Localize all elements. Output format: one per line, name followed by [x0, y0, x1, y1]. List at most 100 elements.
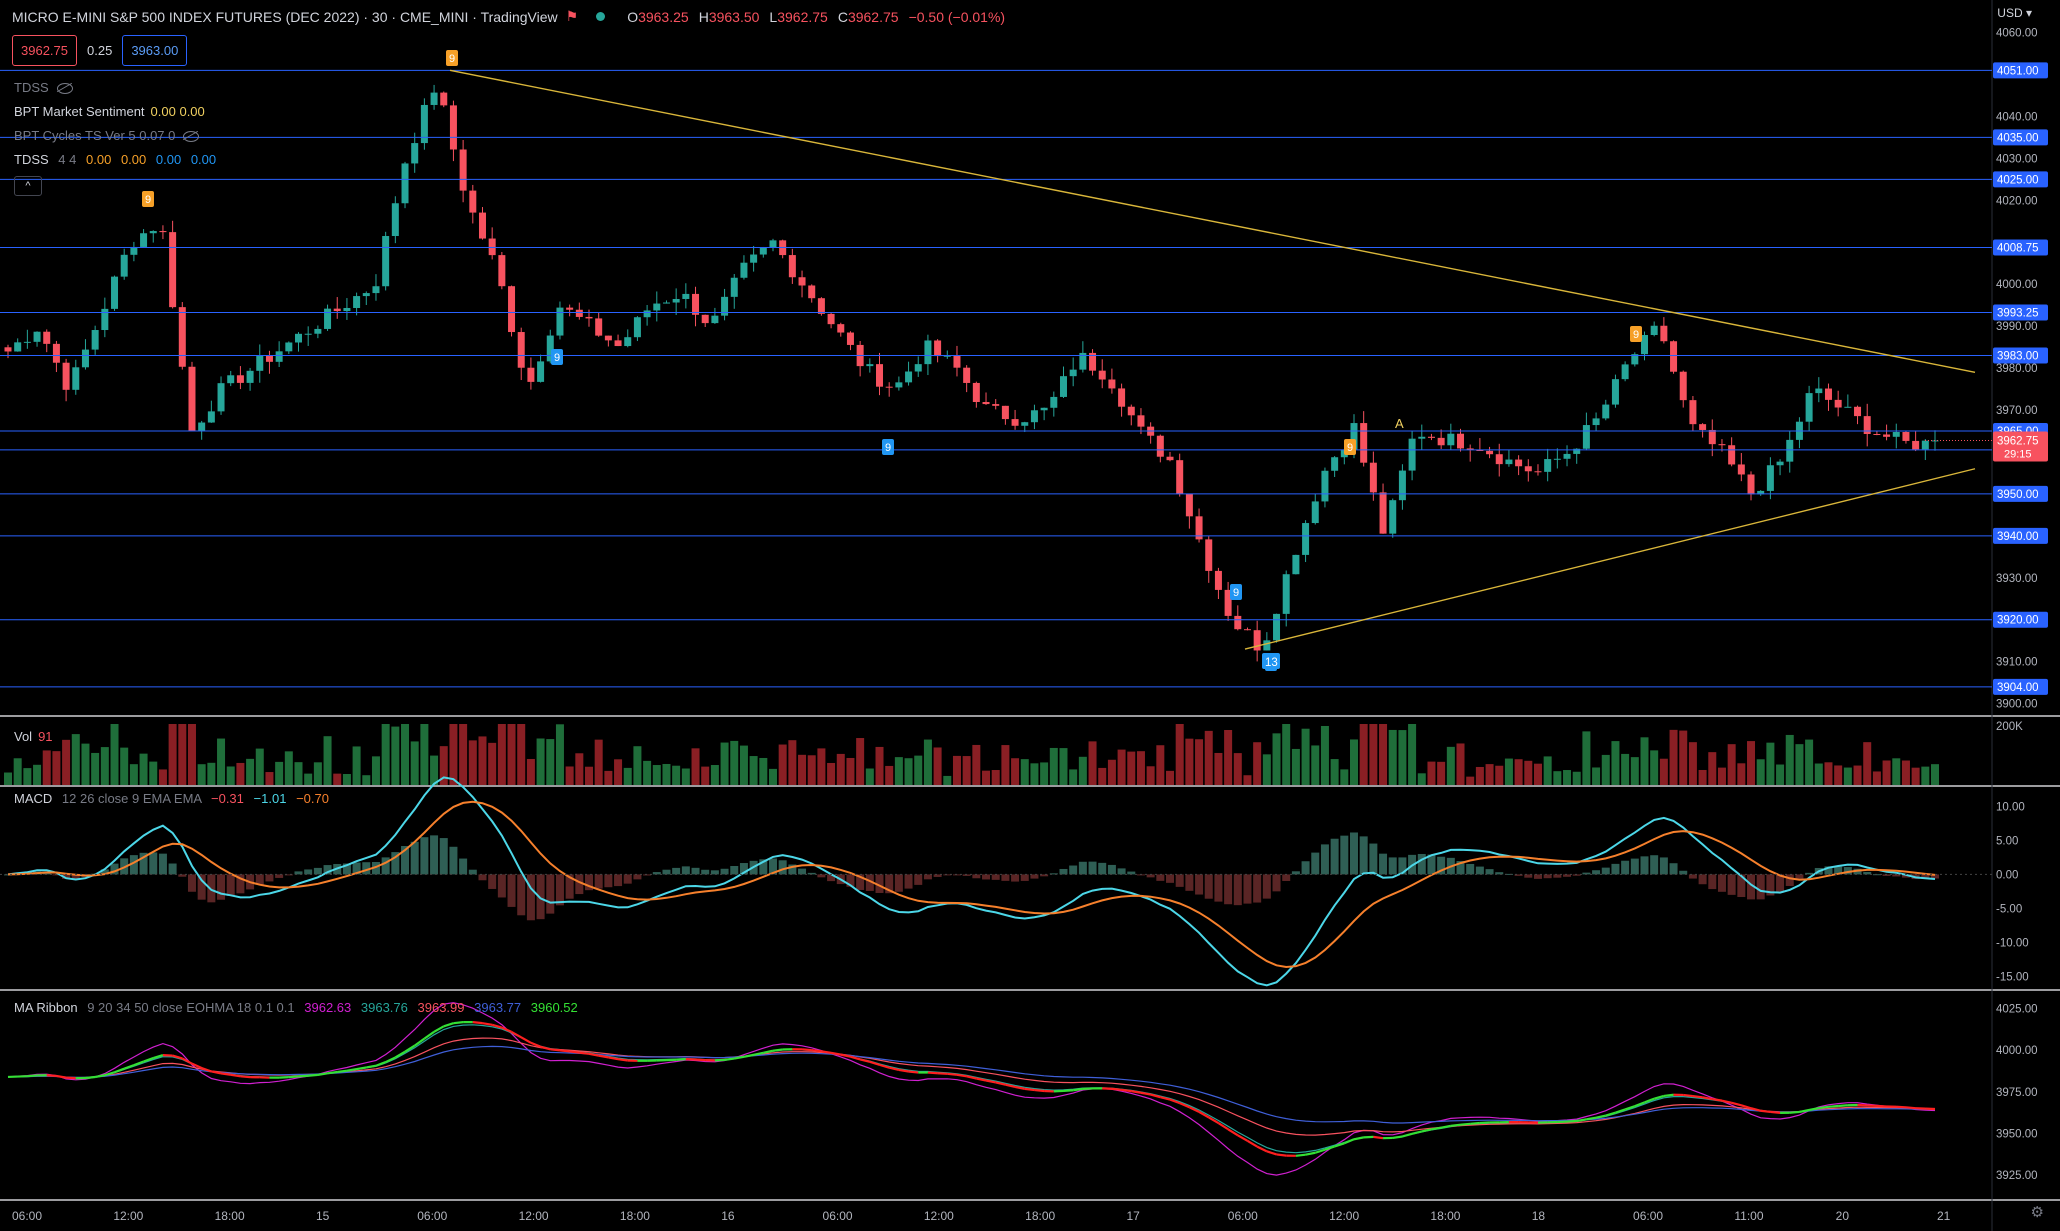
ma-ribbon-segment — [1470, 1121, 1480, 1125]
volume-bar — [614, 759, 623, 785]
volume-bar — [236, 762, 245, 785]
macd-histogram-bar — [1630, 858, 1639, 875]
macd-histogram-bar — [1504, 873, 1513, 875]
volume-bar — [1756, 759, 1765, 785]
ma-ribbon-segment — [1838, 1104, 1848, 1108]
volume-bar — [836, 753, 845, 785]
macd-histogram-bar — [1737, 874, 1746, 898]
ma-ribbon-segment — [337, 1069, 348, 1074]
volume-bar — [798, 754, 807, 785]
macd-histogram-bar — [149, 852, 158, 875]
volume-bar — [1291, 748, 1300, 785]
volume-bar — [749, 756, 758, 785]
macd-histogram-bar — [768, 858, 777, 875]
candle-body — [1069, 369, 1077, 377]
volume-legend[interactable]: Vol 91 — [14, 729, 53, 744]
level-label: 3904.00 — [1997, 682, 2039, 694]
volume-bar — [594, 739, 603, 785]
candle-body — [953, 355, 961, 368]
macd-histogram-bar — [158, 853, 167, 875]
bpt-sentiment-legend[interactable]: BPT Market Sentiment 0.00 0.00 — [14, 104, 205, 119]
time-tick-label: 12:00 — [113, 1209, 143, 1223]
volume-bar — [1253, 742, 1262, 785]
volume-bar — [187, 724, 196, 785]
macd-histogram-bar — [304, 869, 313, 875]
ma-ribbon-segment — [830, 1051, 841, 1056]
flag-icon[interactable]: ⚑ — [565, 8, 579, 24]
sell-button[interactable]: 3962.75 — [12, 35, 77, 66]
volume-bar — [1563, 770, 1572, 785]
volume-bar — [42, 750, 51, 785]
candle-body — [1427, 436, 1435, 438]
candle-body — [585, 316, 593, 319]
ma-ribbon-segment — [453, 1021, 464, 1025]
volume-bar — [1417, 773, 1426, 785]
time-tick-label: 18:00 — [215, 1209, 245, 1223]
candle-body — [52, 343, 60, 363]
macd-tick-label: -15.00 — [1996, 971, 2029, 983]
volume-bar — [1582, 731, 1591, 785]
volume-bar — [788, 740, 797, 785]
candle-body — [256, 355, 264, 371]
macd-histogram-bar — [1766, 874, 1775, 896]
ma-ribbon-segment — [1169, 1098, 1181, 1105]
macd-histogram-bar — [652, 872, 661, 875]
ma-ribbon-segment — [1692, 1094, 1703, 1099]
candle-body — [1369, 462, 1377, 493]
tdss-params-legend[interactable]: TDSS 4 4 0.00 0.00 0.00 0.00 — [14, 152, 217, 167]
ribbon-tick-label: 3975.00 — [1996, 1087, 2038, 1099]
candle-body — [517, 332, 525, 368]
volume-bar — [468, 740, 477, 785]
volume-bar — [923, 739, 932, 785]
candle-body — [1766, 465, 1774, 491]
collapse-legend-button[interactable]: ^ — [14, 176, 42, 196]
candle-body — [1418, 436, 1426, 439]
ma-ribbon-segment — [1266, 1150, 1277, 1156]
volume-bar — [304, 773, 313, 785]
volume-bar — [1737, 763, 1746, 785]
candle-body — [1476, 450, 1484, 452]
ma-ribbon-legend[interactable]: MA Ribbon 9 20 34 50 close EOHMA 18 0.1 … — [14, 1000, 578, 1015]
candle-body — [33, 331, 41, 342]
ma-ribbon-segment — [1741, 1104, 1752, 1110]
volume-bar — [1698, 769, 1707, 785]
level-label: 4008.75 — [1997, 243, 2039, 255]
ma-ribbon-line — [7, 1037, 1936, 1136]
ma-ribbon-segment — [1353, 1136, 1364, 1141]
bpt-cycles-legend[interactable]: BPT Cycles TS Ver 5 0.07 0 — [14, 128, 200, 143]
volume-bar — [1466, 776, 1475, 785]
ma-ribbon-segment — [1140, 1091, 1151, 1096]
candle-body — [1863, 416, 1871, 434]
volume-bar — [1136, 751, 1145, 785]
volume-bar — [1282, 724, 1291, 785]
ma-ribbon-segment — [1411, 1130, 1423, 1135]
volume-bar — [1504, 758, 1513, 785]
hidden-eye-icon[interactable] — [56, 83, 73, 95]
macd-histogram-bar — [1253, 874, 1262, 903]
ma-ribbon-segment — [869, 1060, 880, 1066]
macd-histogram-bar — [1059, 868, 1068, 875]
candle-body — [546, 335, 554, 362]
buy-button[interactable]: 3963.00 — [122, 35, 188, 66]
macd-histogram-bar — [1262, 874, 1271, 899]
level-label-box — [1993, 485, 2048, 502]
tdss-legend[interactable]: TDSS — [14, 80, 73, 95]
macd-histogram-bar — [778, 860, 787, 875]
macd-histogram-bar — [546, 874, 555, 914]
ma-ribbon-segment — [385, 1056, 396, 1064]
volume-bar — [652, 765, 661, 785]
volume-bar — [410, 741, 419, 785]
currency-selector[interactable]: USD ▾ — [1997, 6, 2032, 20]
macd-histogram-bar — [226, 874, 235, 897]
macd-histogram-bar — [439, 838, 448, 875]
hidden-eye-icon[interactable] — [183, 131, 200, 143]
macd-legend[interactable]: MACD 12 26 close 9 EMA EMA −0.31 −1.01 −… — [14, 791, 329, 806]
volume-bar — [526, 758, 535, 785]
candle-body — [1747, 474, 1755, 495]
settings-gear-icon[interactable]: ⚙ — [2030, 1204, 2044, 1221]
volume-bar — [255, 748, 264, 785]
candle-body — [575, 309, 583, 317]
level-label: 3920.00 — [1997, 615, 2039, 627]
macd-histogram — [4, 832, 1939, 921]
